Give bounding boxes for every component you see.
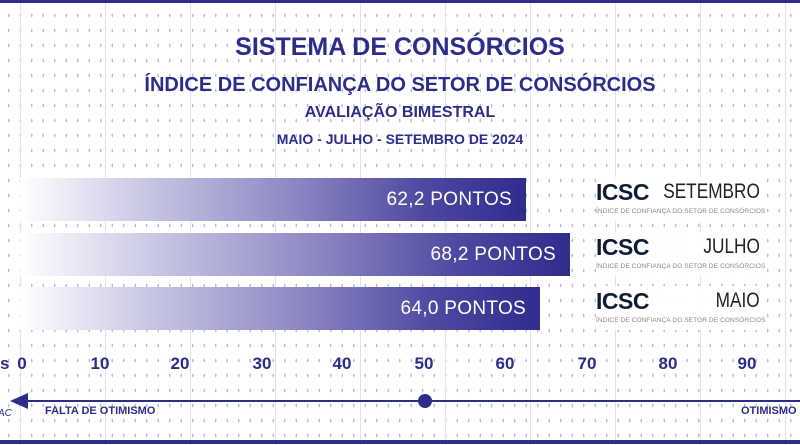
midpoint-dot-icon xyxy=(418,394,432,408)
chart-subtitle: ÍNDICE DE CONFIANÇA DO SETOR DE CONSÓRCI… xyxy=(144,74,656,96)
legend-month: JULHO xyxy=(703,235,760,258)
top-border xyxy=(0,0,800,3)
bar-setembro: 62,2 PONTOS xyxy=(20,178,526,221)
bar-value-label: 62,2 PONTOS xyxy=(386,188,512,210)
legend-month: SETEMBRO xyxy=(663,180,760,203)
legend-subtext: ÍNDICE DE CONFIANÇA DO SETOR DE CONSÓRCI… xyxy=(596,208,766,215)
axis-tick-10: 10 xyxy=(90,354,110,373)
axis-tick-80: 80 xyxy=(658,354,678,373)
legend-julho: ICSC JULHO ÍNDICE DE CONFIANÇA DO SETOR … xyxy=(596,232,766,276)
grid-line xyxy=(700,0,701,445)
legend-code: ICSC xyxy=(596,288,649,314)
axis-tick-60: 60 xyxy=(495,354,515,373)
otimismo-label: OTIMISMO xyxy=(741,405,797,417)
arrow-left-icon xyxy=(10,393,28,409)
legend-code: ICSC xyxy=(596,234,649,260)
legend-subtext: ÍNDICE DE CONFIANÇA DO SETOR DE CONSÓRCI… xyxy=(596,317,766,324)
bar-julho: 68,2 PONTOS xyxy=(20,233,570,276)
grid-line xyxy=(530,0,531,445)
axis-tick-90: 90 xyxy=(737,354,757,373)
falta-de-otimismo-label: FALTA DE OTIMISMO xyxy=(45,405,156,417)
legend-maio: ICSC MAIO ÍNDICE DE CONFIANÇA DO SETOR D… xyxy=(596,286,766,330)
grid-line xyxy=(105,0,106,445)
grid-line xyxy=(615,0,616,445)
axis-tick-30: 30 xyxy=(252,354,272,373)
axis-tick-50: 50 xyxy=(414,354,434,373)
bar-value-label: 68,2 PONTOS xyxy=(430,243,556,265)
optimism-scale-line xyxy=(16,400,800,402)
legend-subtext: ÍNDICE DE CONFIANÇA DO SETOR DE CONSÓRCI… xyxy=(596,263,766,270)
cut-left-text: AC xyxy=(0,408,12,419)
axis-tick-40: 40 xyxy=(332,354,352,373)
evaluation-label: AVALIAÇÃO BIMESTRAL xyxy=(304,104,496,121)
grid-line xyxy=(360,0,361,445)
bottom-border xyxy=(0,440,800,444)
axis-tick-20: 20 xyxy=(170,354,190,373)
period-label: MAIO - JULHO - SETEMBRO DE 2024 xyxy=(276,131,524,147)
bar-maio: 64,0 PONTOS xyxy=(20,287,540,330)
axis-tick-0: 0 xyxy=(17,354,27,373)
legend-setembro: ICSC SETEMBRO ÍNDICE DE CONFIANÇA DO SET… xyxy=(596,177,766,221)
chart-title: SISTEMA DE CONSÓRCIOS xyxy=(235,33,565,61)
grid-line xyxy=(275,0,276,445)
axis-tick-70: 70 xyxy=(577,354,597,373)
legend-code: ICSC xyxy=(596,179,649,205)
axis-cut-text: s xyxy=(0,354,10,373)
grid-line xyxy=(190,0,191,445)
legend-month: MAIO xyxy=(715,289,760,312)
grid-line xyxy=(785,0,786,445)
grid-line xyxy=(445,0,446,445)
bar-value-label: 64,0 PONTOS xyxy=(400,297,526,319)
grid-line xyxy=(20,0,21,445)
